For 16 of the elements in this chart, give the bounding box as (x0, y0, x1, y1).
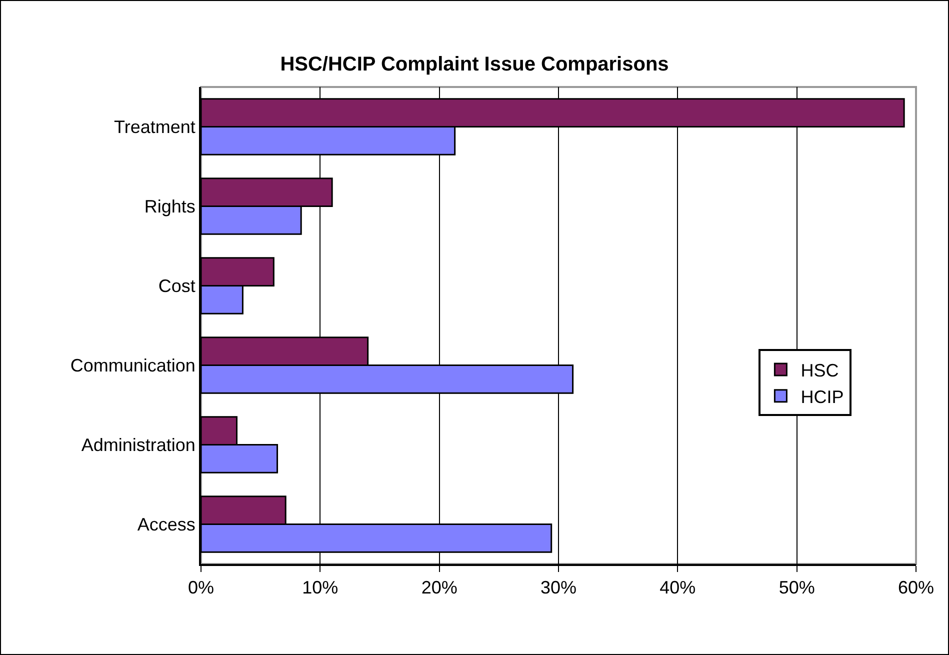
y-tick-label: Communication (70, 356, 196, 376)
y-tick-label: Cost (158, 276, 196, 296)
x-tick-label: 50% (778, 578, 815, 598)
y-tick-label: Rights (144, 196, 196, 217)
y-tick-label: Treatment (114, 117, 196, 138)
legend-label: HSC (800, 360, 839, 380)
chart-title: HSC/HCIP Complaint Issue Comparisons (280, 54, 669, 76)
legend-label: HCIP (800, 386, 844, 407)
x-tick-label: 20% (421, 578, 458, 598)
y-tick-label: Administration (81, 435, 196, 456)
x-tick-label: 30% (540, 578, 577, 598)
x-tick-label: 10% (302, 578, 338, 598)
x-tick-label: 0% (188, 578, 214, 598)
x-tick-label: 60% (898, 578, 934, 598)
y-tick-label: Access (137, 514, 196, 535)
x-tick-label: 40% (660, 578, 696, 598)
